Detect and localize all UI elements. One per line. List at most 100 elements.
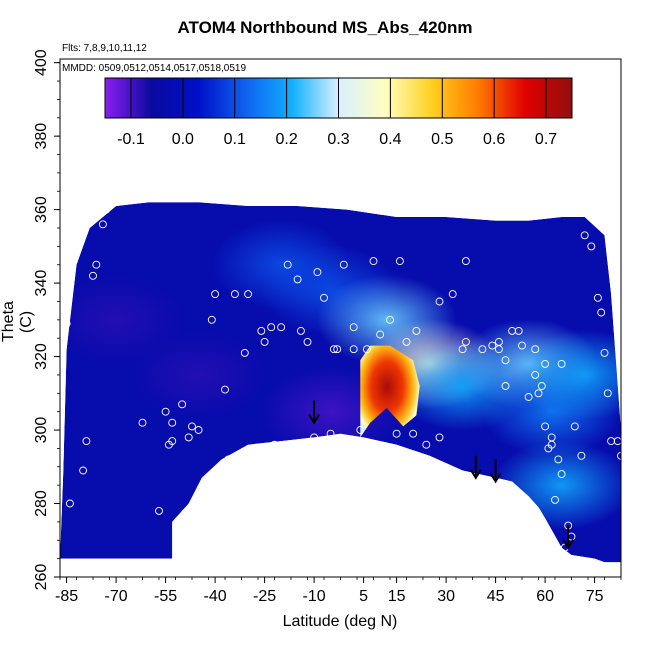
sample-point: [188, 422, 196, 431]
sample-point: [541, 359, 550, 368]
sample-point: [168, 437, 177, 446]
arrow-markers: [308, 400, 575, 550]
y-axis: 260 280 300 320 340 360 380 400: [33, 49, 60, 590]
sample-point: [296, 326, 305, 335]
sample-point: [557, 470, 566, 479]
sample-point: [435, 433, 444, 442]
sample-point: [155, 506, 163, 515]
sample-point: [207, 315, 216, 324]
x-tick-label: 15: [388, 588, 406, 605]
sample-point: [62, 319, 71, 328]
y-axis-label: Theta (C): [0, 301, 35, 342]
colorbar-tick-label: 0.7: [535, 131, 557, 148]
sample-point: [461, 337, 470, 346]
sample-point: [333, 345, 342, 354]
dates-note: MMDD: 0509,0512,0514,0517,0518,0519: [62, 63, 247, 74]
colorbar-tick-label: -0.1: [117, 131, 145, 148]
sample-point: [458, 345, 467, 354]
sample-point: [310, 433, 319, 442]
sample-point: [551, 495, 559, 504]
sample-point: [617, 451, 621, 460]
sample-point: [412, 326, 421, 335]
y-tick-label: 320: [33, 343, 50, 370]
sample-point: [435, 297, 444, 306]
sample-point: [518, 341, 526, 350]
sample-point: [349, 323, 358, 332]
sample-point: [547, 440, 556, 449]
sample-point: [221, 385, 229, 394]
down-arrow-marker: [308, 400, 320, 425]
sample-point: [587, 242, 596, 251]
sample-point: [230, 290, 239, 299]
sample-point: [448, 290, 457, 299]
sample-point: [392, 429, 401, 438]
colorbar-tick-label: 0.5: [431, 131, 453, 148]
down-arrow-marker: [489, 459, 502, 484]
colorbar: -0.1 0.0 0.1 0.2 0.3 0.4 0.5 0.6 0.7: [104, 77, 573, 148]
sample-point: [494, 337, 503, 346]
sample-point: [349, 345, 358, 354]
down-arrow-marker: [562, 525, 575, 550]
sample-point: [531, 370, 540, 379]
sample-point: [554, 455, 563, 464]
sample-point: [260, 337, 269, 346]
heatmap-blob: [514, 329, 621, 420]
x-tick-label: 5: [359, 588, 368, 605]
colorbar-tick-label: 0.0: [172, 131, 194, 148]
sample-point: [409, 429, 418, 438]
sample-point: [531, 345, 540, 354]
sample-point: [376, 330, 385, 339]
colorbar-tick-label: 0.2: [275, 131, 297, 148]
sample-point: [339, 260, 348, 269]
x-tick-label: -70: [105, 588, 128, 605]
sample-point: [597, 308, 606, 317]
down-arrow-marker: [469, 455, 482, 480]
sample-point: [277, 323, 286, 332]
sample-point: [524, 393, 533, 401]
sample-point: [577, 451, 586, 460]
sample-point: [138, 418, 147, 427]
sample-point: [217, 466, 226, 475]
sample-point: [283, 260, 292, 269]
sample-point: [534, 389, 543, 398]
sample-point: [178, 400, 187, 409]
y-tick-label: 280: [33, 490, 50, 517]
sample-point: [461, 257, 470, 266]
sample-point: [303, 337, 312, 346]
sample-point: [329, 345, 338, 354]
x-axis: -85 -70 -55 -40 -25 -10 5 15 30 45 60 75: [55, 577, 622, 605]
x-tick-label: 45: [487, 588, 505, 605]
sample-point: [303, 440, 312, 449]
y-tick-label: 300: [33, 417, 50, 444]
sample-point: [320, 293, 328, 302]
sample-point: [92, 260, 101, 269]
colorbar-tick-label: 0.1: [224, 131, 246, 148]
x-tick-label: 30: [437, 588, 455, 605]
sample-point: [161, 407, 170, 416]
sample-point: [244, 290, 253, 299]
plume-region: [360, 345, 420, 438]
sample-point: [108, 198, 117, 207]
sample-point: [168, 418, 177, 427]
x-tick-label: -10: [303, 588, 326, 605]
y-tick-label: 380: [33, 123, 50, 150]
flights-note: Flts: 7,8,9,10,11,12: [62, 43, 147, 54]
sample-point: [557, 359, 566, 368]
chart-title: ATOM4 Northbound MS_Abs_420nm: [177, 18, 473, 37]
x-tick-label: -40: [204, 588, 227, 605]
y-tick-label: 400: [33, 49, 50, 76]
heatmap-blob: [60, 274, 187, 365]
sample-point: [386, 315, 394, 324]
sample-point: [201, 514, 210, 523]
heatmap-blob: [491, 440, 621, 531]
y-tick-label: 360: [33, 196, 50, 223]
sample-point: [313, 268, 322, 277]
sample-point: [240, 348, 249, 357]
sample-point: [501, 382, 510, 390]
sample-point: [82, 437, 91, 446]
sample-point: [613, 437, 621, 446]
x-tick-label: 75: [586, 588, 604, 605]
x-tick-label: -55: [154, 588, 177, 605]
sample-point: [395, 257, 404, 266]
